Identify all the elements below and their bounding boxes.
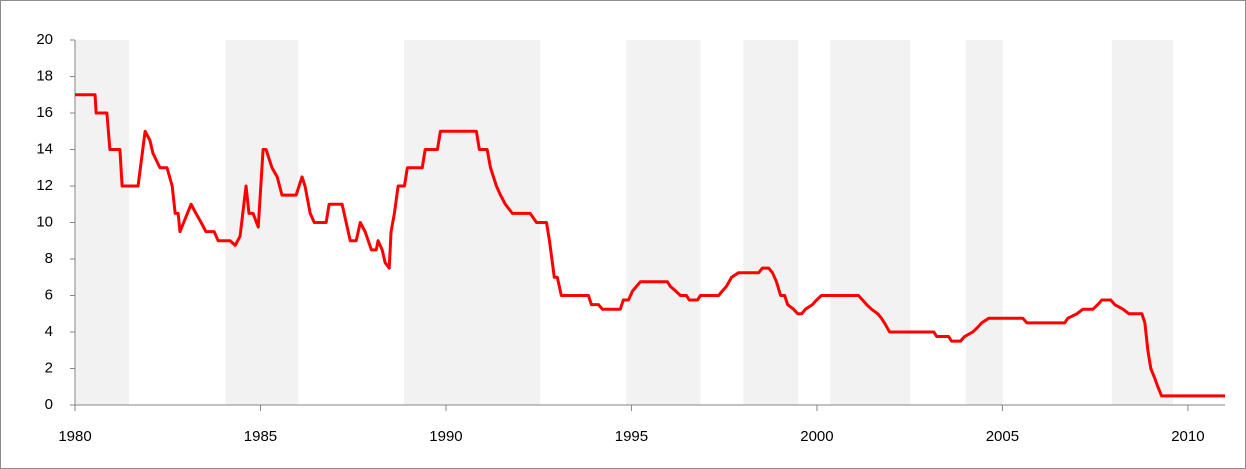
- x-tick-label: 2010: [1171, 428, 1204, 445]
- y-tick-label: 18: [36, 67, 53, 84]
- y-tick-label: 4: [45, 323, 53, 340]
- y-tick-label: 16: [36, 104, 53, 121]
- y-tick-label: 14: [36, 140, 53, 157]
- y-tick-label: 12: [36, 177, 53, 194]
- shaded-period: [75, 40, 130, 405]
- shaded-period: [965, 40, 1003, 405]
- y-tick-label: 20: [36, 31, 53, 48]
- x-tick-label: 1995: [615, 428, 648, 445]
- shaded-period: [743, 40, 799, 405]
- y-tick-label: 2: [45, 359, 53, 376]
- y-tick-label: 8: [45, 250, 53, 267]
- shaded-period: [830, 40, 911, 405]
- x-tick-label: 2000: [800, 428, 833, 445]
- shaded-period: [626, 40, 701, 405]
- x-tick-label: 1980: [58, 428, 91, 445]
- shaded-period: [225, 40, 299, 405]
- x-tick-label: 1990: [429, 428, 462, 445]
- shaded-period: [1111, 40, 1174, 405]
- data-line: [75, 93, 1225, 398]
- y-tick-label: 6: [45, 286, 53, 303]
- x-tick-label: 2005: [986, 428, 1019, 445]
- x-tick-label: 1985: [244, 428, 277, 445]
- shaded-period: [404, 40, 541, 405]
- y-tick-label: 10: [36, 213, 53, 230]
- y-tick-label: 0: [45, 396, 53, 413]
